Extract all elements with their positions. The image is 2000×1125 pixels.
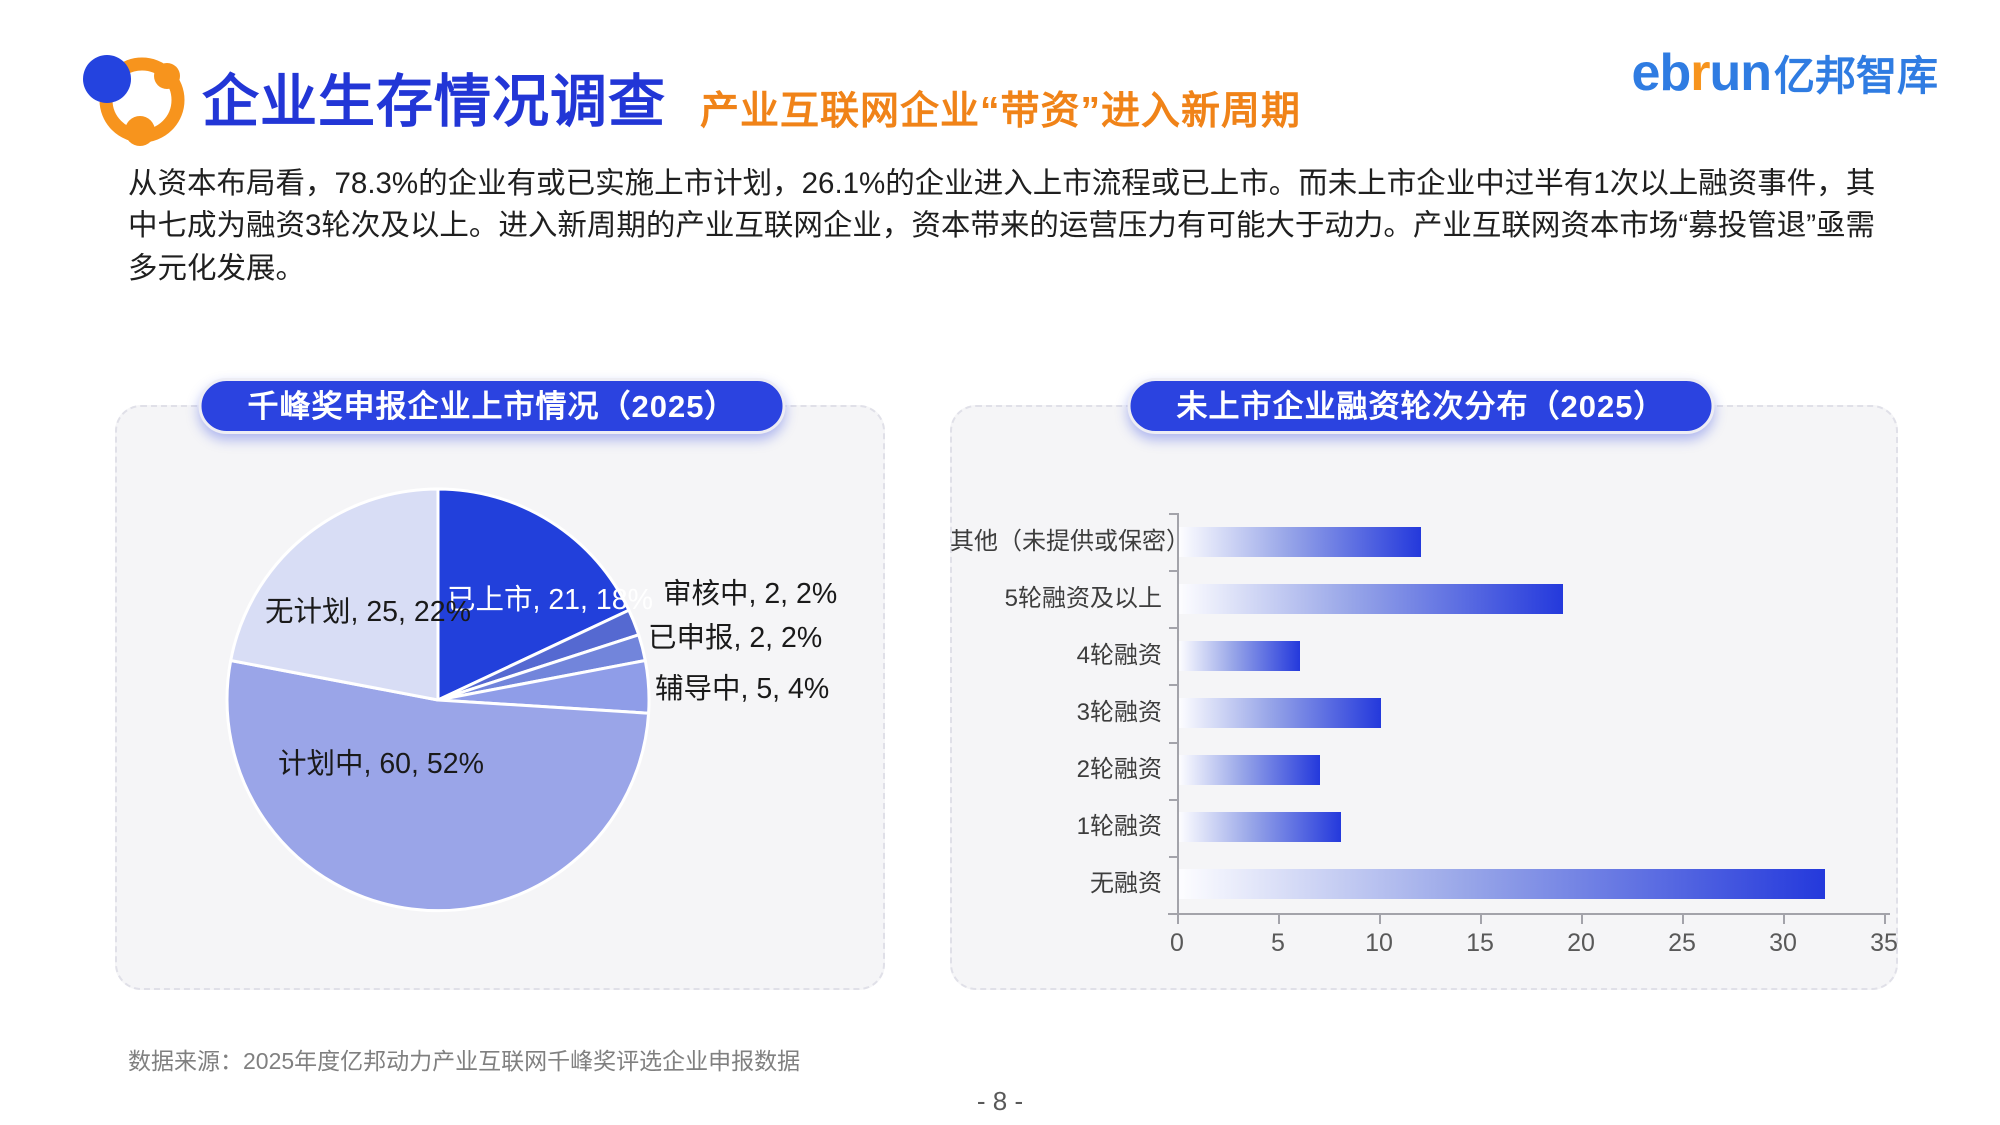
bar-2轮融资 [1179,755,1321,786]
x-axis-tick [1682,915,1684,924]
ebrun-logo: ebrun 亿邦智库 [1632,42,1938,103]
bar-category-label: 其他（未提供或保密） [950,527,1190,555]
bar-5轮融资及以上 [1179,583,1563,614]
y-axis-tick [1169,741,1178,744]
bar-category-label: 无融资 [1090,870,1162,898]
x-axis-tick [1480,915,1482,924]
y-axis-tick [1169,627,1178,630]
y-axis-line [1177,513,1179,913]
bar-1轮融资 [1179,812,1341,843]
brand-icon [83,55,185,146]
bar-category-label: 2轮融资 [1076,756,1162,784]
pie-label-无计划: 无计划, 25, 22% [265,596,471,628]
brand-dot-right [154,63,180,89]
y-axis-tick [1169,855,1178,858]
x-axis-tick-label: 5 [1271,929,1285,957]
pie-slice-无计划 [229,487,440,702]
x-axis-line [1168,913,1890,915]
pie-chart: 已上市, 21, 18% 审核中, 2, 2% 已申报, 2, 2% 辅导中, 5, … [225,487,837,913]
pie-label-辅导中: 辅导中, 5, 4% [655,673,829,705]
x-axis-tick-label: 35 [1870,929,1898,957]
y-axis-tick [1169,798,1178,801]
logo-cn: 亿邦智库 [1774,53,1938,99]
bar-category-label: 5轮融资及以上 [1004,584,1162,612]
bar-category-label: 3轮融资 [1076,699,1162,726]
x-axis-tick-label: 0 [1170,929,1184,957]
y-axis-tick [1169,570,1178,573]
pie-label-审核中: 审核中, 2, 2% [663,578,837,610]
x-axis-tick [1581,915,1583,924]
x-axis-tick-label: 30 [1769,929,1797,957]
pie-label-计划中: 计划中, 60, 52% [278,748,484,780]
page-title: 企业生存情况调查 [202,70,666,134]
x-axis-tick-label: 20 [1567,929,1595,957]
y-axis-tick [1169,513,1178,515]
y-axis-tick [1169,913,1178,915]
y-axis-tick [1169,684,1178,687]
bar-其他（未提供或保密） [1179,526,1422,557]
logo-en: ebrun [1631,44,1772,102]
x-axis-tick [1177,915,1179,924]
intro-paragraph: 从资本布局看，78.3%的企业有或已实施上市计划，26.1%的企业进入上市流程或… [128,167,1876,285]
pie-label-已申报: 已申报, 2, 2% [648,622,822,654]
page-number: - 8 - [976,1086,1024,1116]
bar-3轮融资 [1179,698,1381,728]
x-axis-tick [1783,915,1785,924]
brand-dot-blue [83,55,131,103]
x-axis-tick-label: 15 [1466,929,1494,957]
pie-slice-已上市 [436,487,631,702]
data-source-note: 数据来源：2025年度亿邦动力产业互联网千峰奖评选企业申报数据 [128,1048,801,1074]
brand-dot-bottom [125,116,155,146]
logo-r-orange: r [1690,44,1710,102]
bar-chart-title-pill: 未上市企业融资轮次分布（2025） [1127,378,1715,434]
x-axis-tick-label: 25 [1668,929,1696,957]
bar-chart: 其他（未提供或保密） 5轮融资及以上 4轮融资 3轮融资 2轮融资 1轮融资无融资 0 5 10… [950,405,1898,990]
page-subtitle: 产业互联网企业“带资”进入新周期 [700,90,1302,133]
x-axis-tick-label: 10 [1365,929,1393,957]
bar-category-label: 1轮融资 [1076,813,1162,841]
bar-无融资 [1179,869,1826,900]
pie-slice-计划中 [225,659,651,913]
pie-chart-title-pill: 千峰奖申报企业上市情况（2025） [198,378,786,434]
x-axis-tick [1278,915,1280,924]
bar-4轮融资 [1179,640,1301,671]
x-axis-tick [1884,915,1886,924]
x-axis-tick [1379,915,1381,924]
bar-category-label: 4轮融资 [1076,641,1162,669]
pie-label-已上市: 已上市, 21, 18% [447,584,653,616]
